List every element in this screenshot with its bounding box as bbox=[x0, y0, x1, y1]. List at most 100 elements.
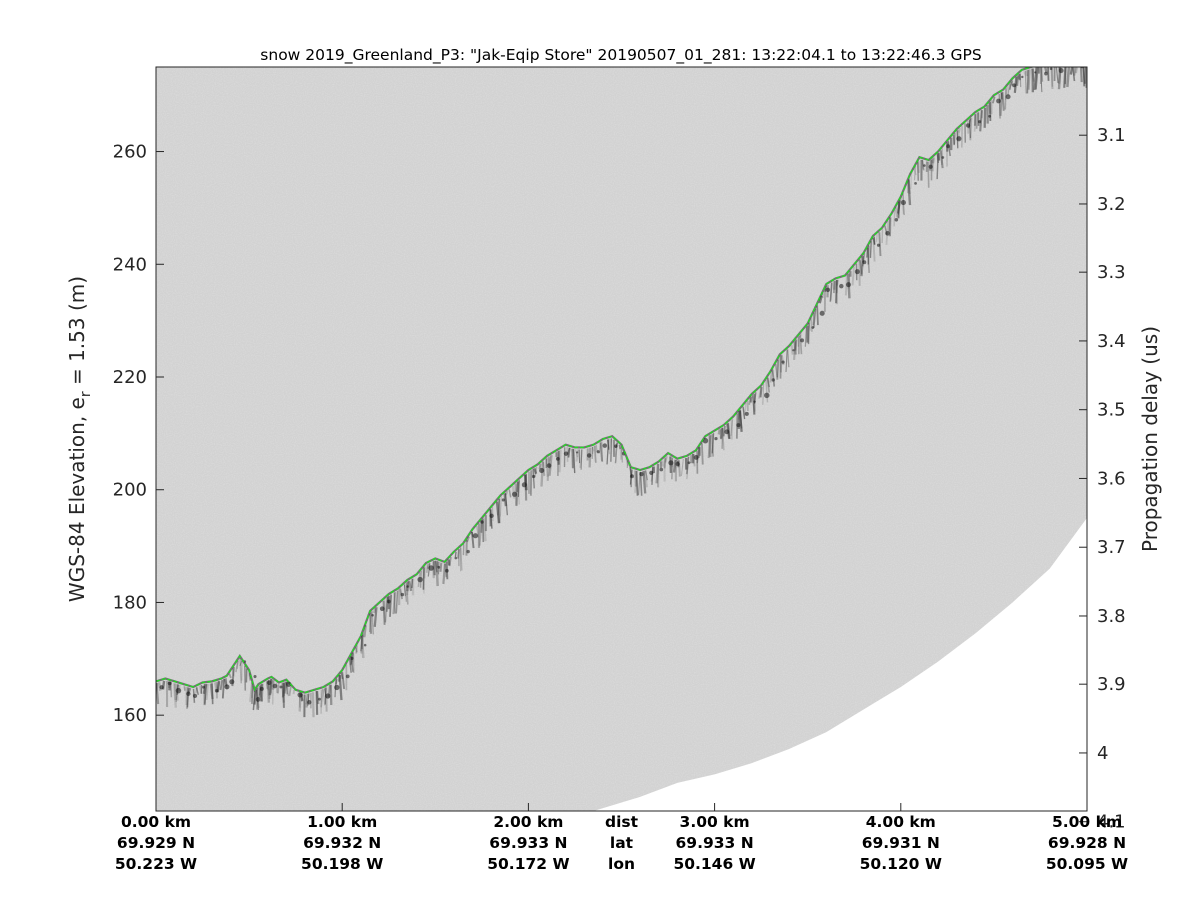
clutter-spot bbox=[819, 310, 825, 316]
clutter-streak bbox=[921, 159, 925, 171]
clutter-streak bbox=[619, 445, 623, 460]
clutter-spot bbox=[736, 423, 741, 428]
clutter-streak bbox=[183, 686, 186, 691]
clutter-streak bbox=[1072, 67, 1076, 82]
right-tick-label: 4.1 bbox=[1097, 812, 1126, 833]
right-tick-label: 3.4 bbox=[1097, 331, 1126, 352]
clutter-spot bbox=[539, 467, 545, 474]
clutter-streak bbox=[186, 687, 190, 708]
clutter-spot bbox=[229, 679, 235, 685]
clutter-streak bbox=[1001, 91, 1005, 111]
clutter-spot bbox=[175, 687, 182, 694]
clutter-streak bbox=[479, 519, 483, 546]
clutter-spot bbox=[307, 700, 312, 705]
clutter-streak bbox=[251, 686, 254, 704]
clutter-streak bbox=[403, 584, 406, 597]
x-tick-lon-label: 50.146 W bbox=[673, 855, 755, 873]
x-tick-lon-label: 50.172 W bbox=[487, 855, 569, 873]
clutter-spot bbox=[792, 349, 795, 352]
clutter-spot bbox=[1080, 67, 1085, 69]
clutter-streak bbox=[1004, 88, 1007, 110]
clutter-spot bbox=[753, 400, 756, 403]
clutter-streak bbox=[422, 567, 425, 590]
clutter-streak bbox=[236, 660, 239, 669]
clutter-spot bbox=[914, 181, 917, 185]
clutter-streak bbox=[341, 671, 346, 690]
clutter-streak bbox=[505, 490, 509, 496]
clutter-streak bbox=[202, 683, 207, 695]
clutter-spot bbox=[687, 461, 691, 465]
clutter-spot bbox=[996, 98, 1001, 104]
x-tick-dist-label: 2.00 km bbox=[493, 813, 563, 831]
clutter-streak bbox=[499, 496, 503, 517]
clutter-spot bbox=[279, 685, 283, 689]
clutter-spot bbox=[724, 429, 730, 435]
clutter-streak bbox=[1050, 67, 1054, 90]
clutter-streak bbox=[767, 377, 770, 388]
clutter-streak bbox=[765, 380, 769, 403]
clutter-spot bbox=[255, 697, 261, 702]
clutter-spot bbox=[501, 498, 505, 502]
clutter-streak bbox=[663, 457, 667, 469]
clutter-streak bbox=[866, 247, 869, 258]
clutter-streak bbox=[655, 463, 660, 484]
clutter-streak bbox=[916, 162, 920, 181]
clutter-streak bbox=[288, 686, 292, 696]
clutter-streak bbox=[859, 259, 863, 275]
clutter-spot bbox=[862, 260, 867, 265]
clutter-streak bbox=[836, 279, 839, 286]
clutter-streak bbox=[549, 455, 552, 462]
clutter-streak bbox=[824, 285, 827, 293]
clutter-streak bbox=[607, 438, 612, 449]
clutter-spot bbox=[555, 456, 560, 461]
clutter-streak bbox=[422, 568, 425, 594]
clutter-streak bbox=[580, 449, 583, 470]
x-tick-lat-label: 69.932 N bbox=[303, 834, 381, 852]
clutter-streak bbox=[465, 536, 470, 543]
right-tick-label: 3.8 bbox=[1097, 606, 1126, 627]
clutter-spot bbox=[563, 451, 569, 456]
surface-track-line-0 bbox=[156, 67, 1034, 694]
clutter-spot bbox=[668, 460, 674, 466]
clutter-streak bbox=[829, 282, 833, 302]
surface-tracks bbox=[156, 67, 1035, 694]
clutter-streak bbox=[637, 471, 641, 496]
clutter-spot bbox=[371, 613, 374, 617]
plot-area bbox=[156, 67, 1087, 811]
clutter-streak bbox=[771, 369, 776, 387]
y-axis-label-main: WGS-84 Elevation, e bbox=[65, 397, 89, 602]
clutter-streak bbox=[722, 427, 725, 451]
clutter-streak bbox=[195, 687, 200, 696]
clutter-streak bbox=[799, 334, 803, 355]
clutter-streak bbox=[360, 632, 364, 654]
clutter-streak bbox=[927, 161, 930, 188]
clutter-streak bbox=[1035, 67, 1039, 90]
row-label-lat: lat bbox=[610, 834, 634, 852]
clutter-spot bbox=[386, 599, 391, 604]
clutter-streak bbox=[571, 448, 574, 469]
clutter-spot bbox=[744, 411, 749, 416]
clutter-streak bbox=[610, 438, 613, 462]
clutter-spot bbox=[800, 338, 805, 343]
clutter-spot bbox=[546, 463, 552, 468]
clutter-streak bbox=[894, 207, 899, 218]
clutter-streak bbox=[392, 592, 397, 615]
clutter-streak bbox=[195, 686, 199, 694]
clutter-streak bbox=[558, 449, 562, 473]
clutter-streak bbox=[384, 597, 388, 623]
clutter-streak bbox=[1079, 67, 1083, 83]
clutter-streak bbox=[696, 447, 700, 464]
clutter-streak bbox=[567, 447, 571, 458]
x-tick-lat-label: 69.933 N bbox=[489, 834, 567, 852]
clutter-spot bbox=[1049, 67, 1053, 71]
clutter-spot bbox=[923, 164, 926, 167]
clutter-streak bbox=[979, 110, 983, 132]
clutter-streak bbox=[644, 470, 649, 481]
clutter-streak bbox=[717, 429, 721, 435]
clutter-streak bbox=[442, 563, 446, 585]
clutter-spot bbox=[1005, 94, 1011, 100]
clutter-spot bbox=[946, 144, 951, 149]
clutter-streak bbox=[156, 683, 160, 705]
clutter-spot bbox=[811, 326, 815, 329]
clutter-streak bbox=[664, 455, 668, 463]
